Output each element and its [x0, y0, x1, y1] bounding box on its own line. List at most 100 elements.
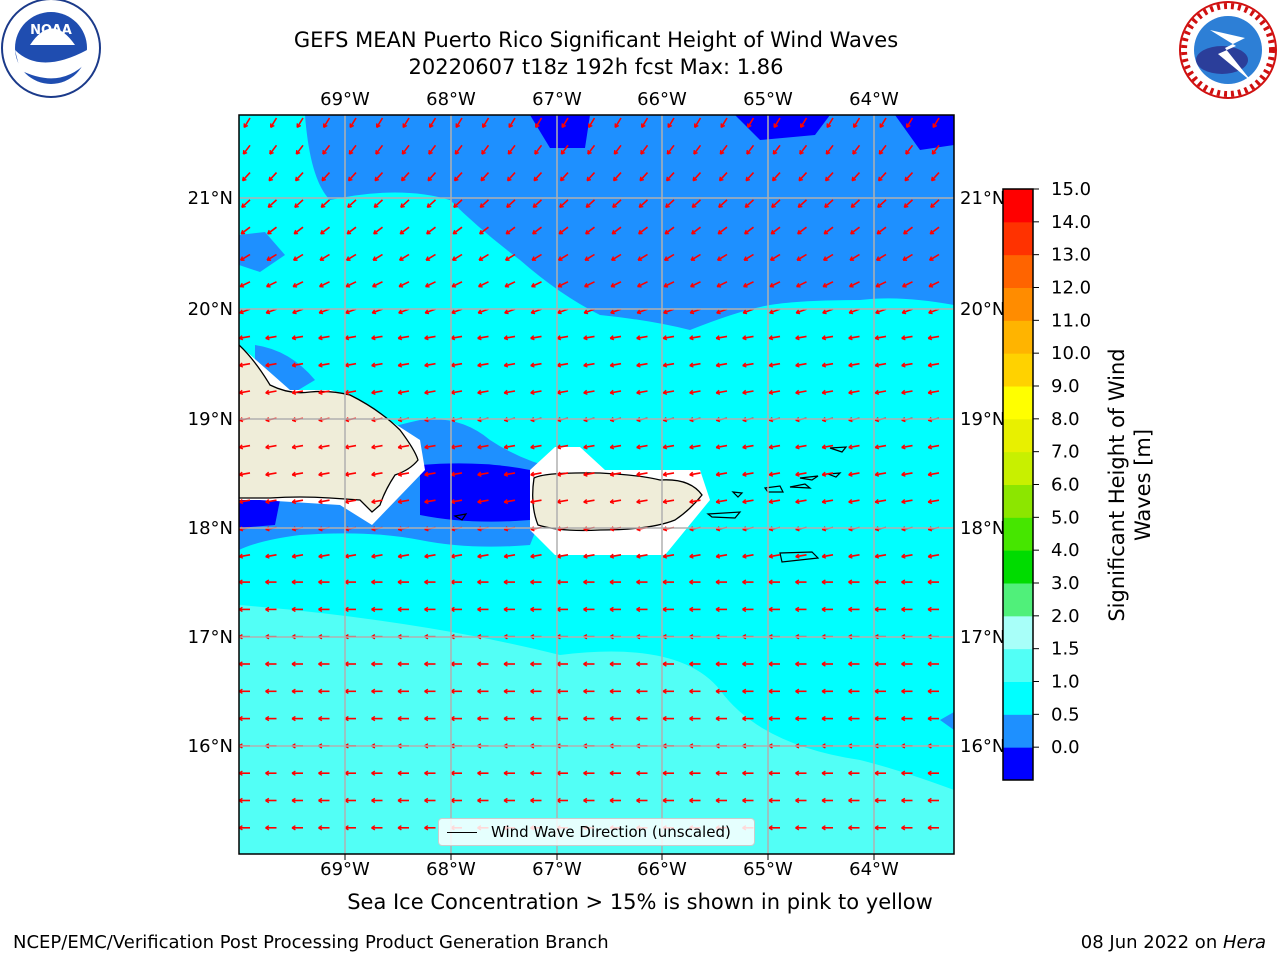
arrow-head	[291, 335, 297, 341]
wind-wave-arrow	[610, 554, 622, 558]
arrow-head	[902, 256, 908, 261]
colorbar-segment	[1003, 615, 1033, 650]
wind-wave-arrow	[693, 144, 702, 155]
arrow-head	[318, 553, 323, 559]
lat-labels-left: 21°N 20°N 19°N 18°N 17°N 16°N	[188, 188, 233, 757]
arrow-head	[821, 579, 826, 585]
wind-wave-arrow	[848, 554, 860, 558]
wind-wave-arrow	[318, 335, 330, 340]
arrow-head	[742, 335, 747, 341]
colorbar-tick-label: 0.5	[1051, 704, 1080, 725]
wind-wave-arrow	[401, 144, 410, 155]
arrow-head	[583, 498, 588, 505]
wind-wave-arrow	[481, 144, 490, 155]
wind-wave-arrow	[902, 253, 913, 261]
chart-title: GEFS MEAN Puerto Rico Significant Height…	[293, 28, 899, 52]
wind-wave-arrow	[425, 253, 436, 261]
arrow-head	[715, 579, 720, 585]
arrow-head	[693, 150, 698, 155]
wind-wave-arrow	[929, 226, 940, 235]
arrow-head	[477, 498, 482, 505]
lat-label: 17°N	[188, 627, 233, 648]
arrow-head	[291, 770, 296, 776]
arrow-head	[584, 256, 590, 261]
arrow-head	[397, 553, 403, 559]
arrow-head	[795, 661, 800, 667]
wind-wave-arrow	[744, 226, 754, 235]
wind-wave-arrow	[557, 472, 569, 476]
arrow-head	[477, 309, 483, 315]
arrow-head	[848, 715, 853, 722]
arrow-head	[689, 309, 695, 315]
axis-ticks	[344, 854, 875, 860]
arrow-head	[530, 661, 535, 667]
arrow-head	[318, 715, 323, 722]
wind-wave-arrow	[374, 172, 384, 182]
wind-wave-arrow	[689, 390, 701, 394]
arrow-head	[532, 203, 538, 208]
arrow-head	[662, 606, 667, 613]
wind-wave-arrow	[451, 362, 463, 367]
wind-wave-arrow	[349, 117, 357, 128]
lon-label: 67°W	[532, 89, 582, 110]
wind-wave-arrow	[292, 362, 304, 367]
colorbar-segment	[1003, 386, 1033, 420]
arrow-head	[636, 661, 641, 667]
arrow-head	[397, 661, 402, 667]
arrow-head	[853, 123, 858, 129]
arrow-head	[451, 282, 457, 288]
arrow-head	[583, 688, 588, 694]
wind-wave-arrow	[636, 444, 648, 449]
arrow-head	[583, 770, 588, 776]
wind-wave-arrow	[822, 281, 834, 288]
arrow-head	[371, 661, 376, 667]
arrow-head	[771, 176, 777, 182]
wind-wave-arrow	[875, 499, 887, 503]
wind-wave-arrow	[636, 362, 648, 367]
wind-wave-arrow	[505, 253, 516, 261]
arrow-head	[318, 471, 323, 477]
wind-wave-arrow	[322, 144, 331, 155]
wind-wave-arrow	[451, 554, 463, 558]
arrow-head	[689, 770, 694, 776]
arrow-head	[265, 553, 270, 559]
wind-wave-arrow	[506, 199, 516, 208]
lat-label: 19°N	[188, 409, 233, 430]
arrow-head	[637, 256, 643, 261]
arrow-head	[901, 553, 906, 559]
arrow-head	[927, 389, 933, 395]
arrow-head	[611, 229, 617, 235]
wind-wave-arrow	[268, 172, 278, 182]
arrow-head	[932, 123, 938, 129]
lat-label: 16°N	[960, 736, 1005, 757]
wind-wave-arrow	[482, 117, 490, 128]
arrow-head	[477, 579, 482, 585]
wind-wave-arrow	[664, 253, 675, 261]
colorbar-segment	[1003, 583, 1033, 617]
virgin-islands	[453, 446, 848, 563]
arrow-head	[795, 389, 800, 395]
colorbar-tick-label: 9.0	[1051, 376, 1080, 397]
arrow-head	[265, 362, 270, 368]
arrow-head	[477, 444, 482, 450]
arrow-head	[768, 553, 774, 559]
arrow-head	[768, 444, 774, 450]
arrow-head	[689, 553, 694, 559]
wind-wave-arrow	[742, 499, 754, 503]
arrow-head	[901, 579, 906, 585]
arrow-head	[373, 203, 379, 208]
wind-wave-arrow	[901, 444, 913, 449]
wind-wave-arrow	[240, 226, 251, 235]
arrow-head	[715, 389, 721, 395]
wind-wave-arrow	[769, 472, 781, 476]
wind-wave-arrow	[610, 444, 622, 449]
arrow-head	[821, 606, 826, 613]
arrow-head	[265, 688, 270, 694]
arrow-head	[636, 797, 641, 804]
arrow-head	[691, 203, 697, 208]
arrow-head	[800, 123, 805, 129]
arrow-head	[557, 256, 563, 261]
wind-wave-arrow	[398, 472, 410, 476]
arrow-head	[399, 229, 405, 235]
arrow-head	[768, 335, 774, 341]
